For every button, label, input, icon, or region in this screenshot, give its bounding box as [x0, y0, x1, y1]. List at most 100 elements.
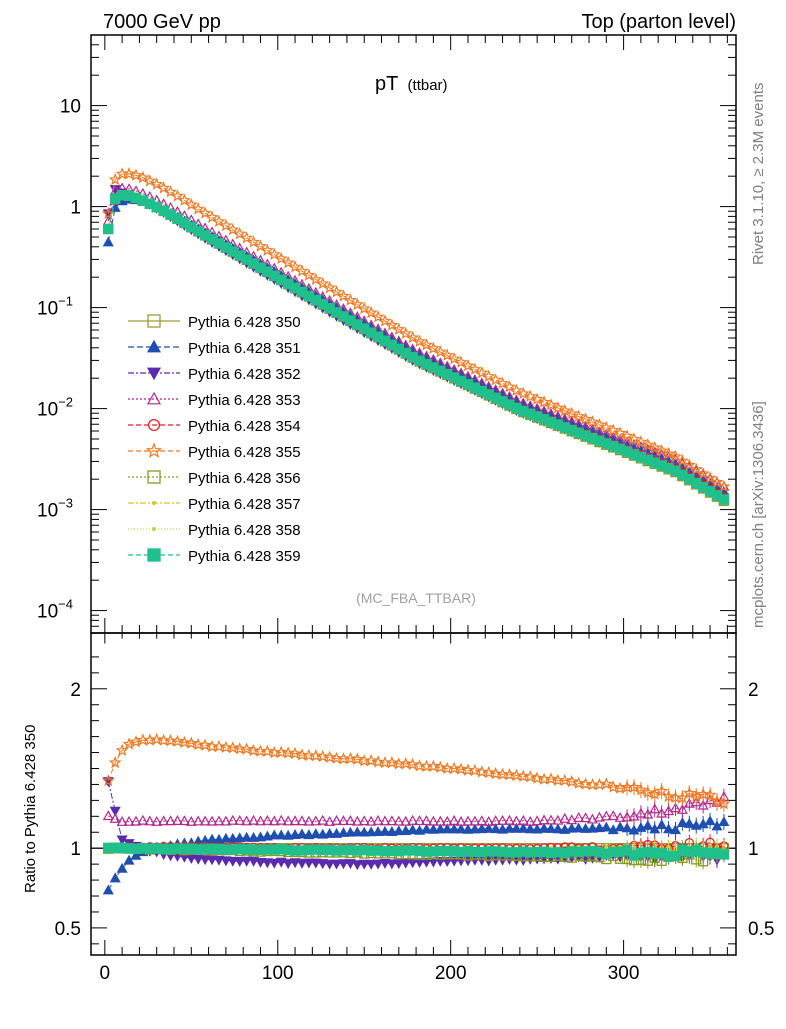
ratio-point: [198, 738, 212, 751]
ratio-y-tick-label: 1: [70, 839, 81, 860]
main-series-359: [103, 189, 730, 505]
ratio-point: [282, 815, 294, 826]
ratio-point: [324, 859, 336, 870]
ratio-point: [635, 807, 647, 818]
ratio-point: [414, 815, 426, 826]
ratio-point: [538, 814, 550, 825]
main-point: [717, 479, 731, 493]
ratio-y-tick-label-right: 0.5: [748, 919, 774, 940]
main-point: [703, 471, 717, 484]
main-point: [343, 293, 357, 306]
main-point: [662, 446, 676, 460]
ratio-point: [433, 760, 447, 774]
ratio-point: [399, 756, 413, 770]
main-series-line: [107, 194, 725, 500]
ratio-point: [559, 812, 571, 823]
legend-marker: [146, 391, 162, 405]
ratio-point: [663, 805, 675, 816]
ratio-point: [386, 815, 398, 826]
main-series-line: [107, 187, 725, 488]
legend-entry: Pythia 6.428 356: [128, 470, 301, 487]
ratio-series-353: [102, 788, 730, 826]
ratio-point: [448, 815, 460, 825]
main-point: [260, 243, 274, 256]
main-point: [385, 318, 399, 331]
main-point: [579, 412, 593, 425]
legend-entry: Pythia 6.428 352: [128, 366, 301, 383]
legend-marker: [146, 339, 162, 353]
ratio-point: [469, 815, 481, 826]
main-point: [426, 341, 440, 354]
ratio-point: [599, 777, 613, 790]
ratio-point: [447, 761, 461, 775]
main-point: [336, 289, 350, 302]
ratio-series-line: [108, 847, 724, 857]
main-point: [309, 272, 323, 286]
legend-entry: Pythia 6.428 359: [128, 548, 301, 565]
ratio-point: [248, 814, 260, 825]
ratio-point: [607, 810, 619, 821]
ratio-point: [177, 735, 191, 749]
ratio-point: [592, 777, 606, 791]
main-y-tick-label: 10: [60, 97, 81, 118]
ratio-point: [116, 862, 128, 873]
ratio-point: [656, 807, 668, 818]
plot-title-sub: (ttbar): [408, 77, 448, 94]
ratio-point: [523, 770, 537, 783]
legend-marker: [147, 548, 161, 562]
ratio-point: [655, 784, 669, 797]
ratio-point: [407, 814, 419, 825]
ratio-point: [718, 816, 730, 827]
ratio-point: [697, 799, 709, 810]
main-y-tick-label: 1: [70, 198, 81, 219]
legend-entry: Pythia 6.428 357: [128, 496, 301, 513]
ratio-point: [337, 815, 349, 826]
ratio-point: [476, 815, 488, 826]
ratio-point: [406, 757, 420, 771]
main-point: [419, 338, 433, 351]
ratio-y-tick-label-right: 1: [748, 839, 759, 860]
ratio-point: [268, 858, 280, 869]
main-point: [302, 268, 316, 281]
ratio-point: [497, 814, 509, 825]
ratio-series-line: [108, 796, 725, 823]
ratio-point: [573, 812, 585, 822]
ratio-point: [604, 844, 609, 849]
legend-label: Pythia 6.428 351: [188, 340, 301, 357]
main-series-355: [101, 166, 731, 493]
main-plot-area: 10 1 10−1 10−2 10−3 10−4: [37, 34, 736, 634]
ratio-point: [240, 742, 254, 755]
legend-label: Pythia 6.428 354: [188, 418, 301, 435]
side-mcplots-label: mcplots.cern.ch [arXiv:1306.3436]: [750, 401, 767, 628]
ratio-point: [627, 780, 641, 793]
ratio-point: [102, 810, 114, 821]
header-right: Top (parton level): [581, 11, 736, 33]
main-point: [357, 301, 371, 315]
main-point: [682, 458, 696, 471]
main-point: [447, 352, 461, 365]
main-point: [572, 409, 586, 422]
ratio-point: [316, 749, 330, 763]
ratio-point: [234, 814, 246, 825]
ratio-point: [158, 815, 170, 826]
main-point: [316, 276, 330, 290]
ratio-y-tick-label-right: 2: [748, 680, 759, 701]
x-tick-label: 0: [100, 963, 111, 984]
ratio-point: [475, 765, 489, 778]
ratio-point: [365, 815, 377, 826]
main-point: [191, 202, 205, 215]
legend-marker: [147, 314, 161, 328]
ratio-point: [606, 780, 620, 793]
legend-label: Pythia 6.428 359: [188, 548, 301, 565]
main-point: [198, 206, 212, 219]
ratio-point: [385, 755, 399, 769]
ratio-point: [690, 796, 702, 807]
ratio-series-line: [107, 739, 725, 805]
ratio-point: [184, 736, 198, 749]
ratio-point: [490, 815, 502, 826]
x-tick-label: 100: [262, 963, 294, 984]
legend-entry: Pythia 6.428 350: [128, 314, 301, 331]
ratio-point: [503, 767, 516, 781]
ratio-point: [212, 739, 226, 753]
